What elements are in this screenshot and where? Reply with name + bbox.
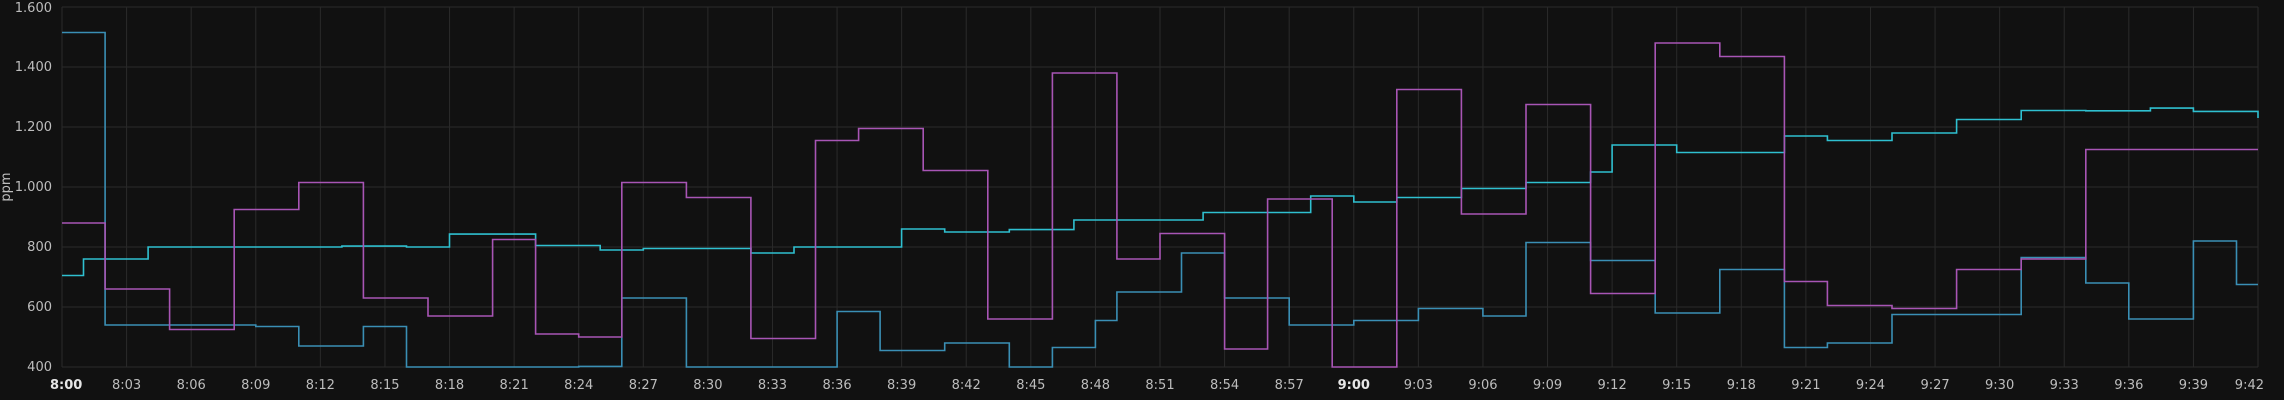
x-tick-label: 8:21 <box>500 378 529 393</box>
series-line-1 <box>62 107 2259 277</box>
x-tick-label: 9:27 <box>1920 378 1949 393</box>
y-axis-label: ppm <box>0 172 14 201</box>
series-line-3 <box>62 42 2258 368</box>
x-tick-label: 8:06 <box>177 378 206 393</box>
x-axis-ticks: 8:00 8:03 8:06 8:09 8:12 8:15 8:18 8:21 8:24 8:27… <box>50 378 2264 393</box>
x-tick-label: 8:18 <box>435 378 464 393</box>
x-tick-label: 8:03 <box>112 378 141 393</box>
x-tick-label: 8:48 <box>1081 378 1110 393</box>
x-tick-label: 9:24 <box>1856 378 1885 393</box>
x-tick-label: 8:12 <box>306 378 335 393</box>
x-tick-label: 9:42 <box>2235 378 2264 393</box>
y-tick-label: 1.400 <box>15 60 52 75</box>
x-tick-label: 8:00 <box>50 378 82 393</box>
y-tick-label: 600 <box>27 300 52 315</box>
x-tick-label: 8:24 <box>564 378 593 393</box>
x-tick-label: 8:30 <box>693 378 722 393</box>
series-lines <box>62 31 2259 368</box>
x-tick-label: 8:27 <box>629 378 658 393</box>
x-tick-label: 8:54 <box>1210 378 1239 393</box>
x-tick-label: 9:21 <box>1791 378 1820 393</box>
grid-lines <box>61 6 2259 368</box>
y-axis-ticks: 400 600 800 1.000 1.200 1.400 1.600 <box>15 1 52 375</box>
x-tick-label: 9:18 <box>1727 378 1756 393</box>
x-tick-label: 8:36 <box>822 378 851 393</box>
x-tick-label: 8:09 <box>241 378 270 393</box>
y-tick-label: 1.600 <box>15 1 52 16</box>
x-tick-label: 8:57 <box>1275 378 1304 393</box>
x-tick-label: 9:03 <box>1404 378 1433 393</box>
y-tick-label: 400 <box>27 360 52 375</box>
x-tick-label: 8:51 <box>1145 378 1174 393</box>
x-tick-label: 9:15 <box>1662 378 1691 393</box>
x-tick-label: 8:33 <box>758 378 787 393</box>
x-tick-label: 9:09 <box>1533 378 1562 393</box>
y-tick-label: 1.000 <box>15 180 52 195</box>
x-tick-label: 8:42 <box>952 378 981 393</box>
y-tick-label: 800 <box>27 240 52 255</box>
x-tick-label: 8:45 <box>1016 378 1045 393</box>
x-tick-label: 9:30 <box>1985 378 2014 393</box>
x-tick-label: 9:00 <box>1338 378 1370 393</box>
x-tick-label: 9:12 <box>1598 378 1627 393</box>
x-tick-label: 9:33 <box>2050 378 2079 393</box>
x-tick-label: 9:06 <box>1468 378 1497 393</box>
x-tick-label: 9:36 <box>2114 378 2143 393</box>
x-tick-label: 8:39 <box>887 378 916 393</box>
series-line-2 <box>62 31 2258 368</box>
y-tick-label: 1.200 <box>15 120 52 135</box>
x-tick-label: 8:15 <box>370 378 399 393</box>
x-tick-label: 9:39 <box>2179 378 2208 393</box>
